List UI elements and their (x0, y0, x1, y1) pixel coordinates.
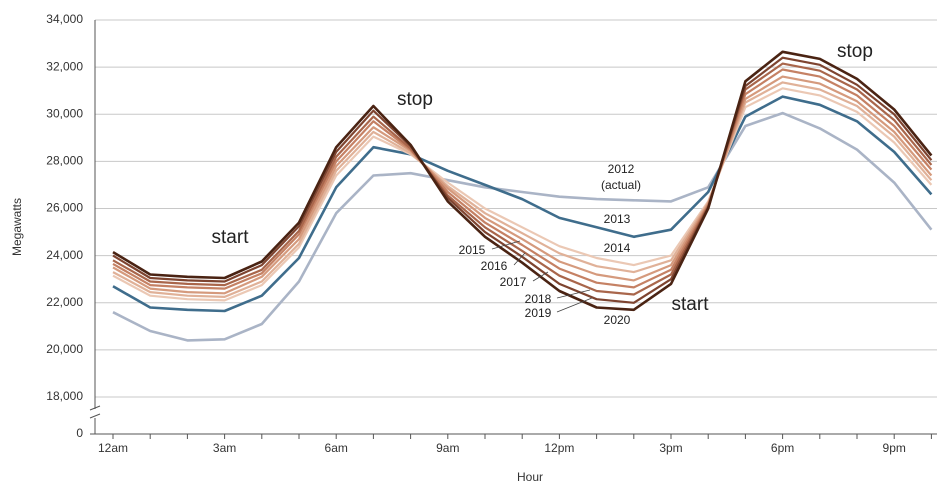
series-line (112, 81, 933, 298)
annotation: (actual) (601, 178, 641, 192)
annotation: stop (837, 41, 873, 62)
y-axis-label: Megawatts (10, 198, 24, 256)
series-line (112, 111, 933, 342)
annotation: stop (397, 89, 433, 110)
x-tick-label: 9pm (883, 441, 906, 455)
series-line (112, 75, 933, 295)
series-line (112, 68, 933, 290)
y-tick-label: 20,000 (46, 342, 83, 356)
leader-line (532, 271, 549, 282)
leader-line (491, 240, 521, 250)
y-tick-label: 32,000 (46, 59, 83, 73)
series-label: 2012 (608, 162, 635, 176)
y-tick-label: 34,000 (46, 12, 83, 26)
y-tick-label: 30,000 (46, 106, 83, 120)
y-tick-label: 18,000 (46, 389, 83, 403)
x-axis-label: Hour (517, 470, 543, 484)
series-label: 2016 (481, 259, 508, 273)
series-line (112, 95, 933, 313)
y-tick-label: 28,000 (46, 154, 83, 168)
y-tick-label: 26,000 (46, 201, 83, 215)
series-label: 2017 (500, 275, 527, 289)
x-tick-label: 3am (213, 441, 236, 455)
x-tick-label: 6pm (771, 441, 794, 455)
x-tick-label: 9am (436, 441, 459, 455)
series-label: 2015 (459, 243, 486, 257)
annotation: start (212, 227, 250, 248)
x-tick-label: 6am (325, 441, 348, 455)
x-tick-label: 12am (98, 441, 128, 455)
series-label: 2020 (604, 313, 631, 327)
series-line (112, 62, 933, 296)
series-line (112, 56, 933, 304)
leader-line (556, 297, 593, 313)
y-tick-label: 24,000 (46, 248, 83, 262)
axis-break (89, 405, 101, 419)
series-label: 2013 (604, 212, 631, 226)
series-label: 2018 (525, 292, 552, 306)
series-line (112, 87, 933, 302)
series-line (112, 50, 933, 312)
annotation: start (672, 294, 710, 315)
series-label: 2019 (525, 306, 552, 320)
leader-line (556, 289, 591, 299)
x-tick-label: 12pm (544, 441, 574, 455)
y-tick-label: 0 (76, 426, 83, 440)
y-tick-label: 22,000 (46, 295, 83, 309)
leader-line (513, 252, 526, 266)
series-label: 2014 (604, 241, 631, 255)
x-tick-label: 3pm (659, 441, 682, 455)
